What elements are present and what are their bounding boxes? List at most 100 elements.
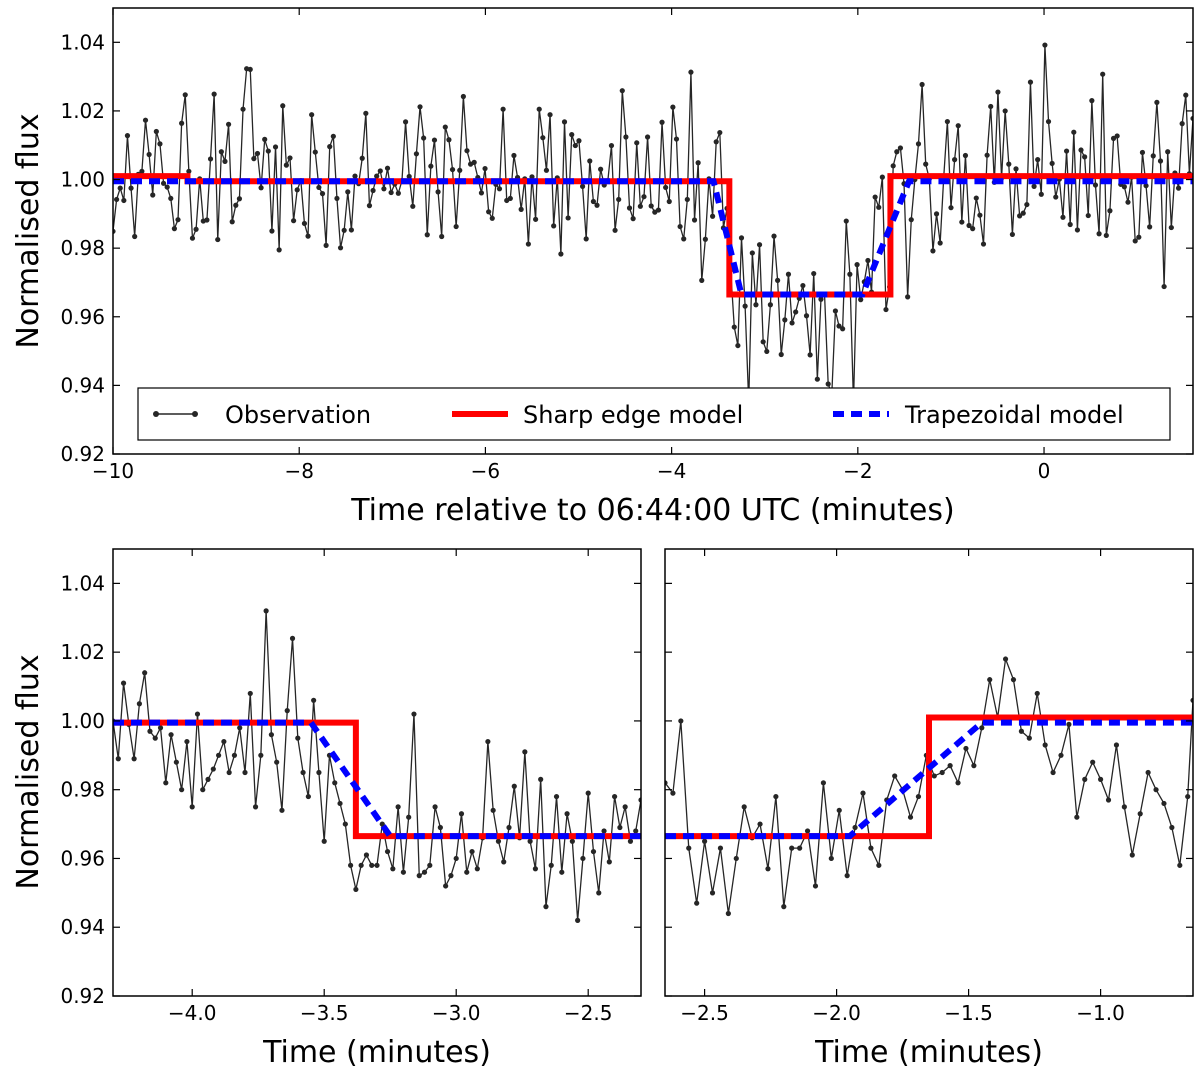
bottom-right-observation-point (1066, 721, 1072, 727)
bottom-right-observation-point (702, 838, 708, 844)
top-observation-point (482, 165, 488, 172)
top-observation-point (160, 180, 167, 186)
bottom-left-observation-point (284, 708, 290, 714)
top-observation-point (919, 81, 925, 88)
bottom-left-observation-point (384, 848, 391, 855)
top-observation-point (847, 271, 853, 277)
bottom-right-observation-point (971, 763, 977, 769)
top-observation-point (742, 303, 748, 309)
top-observation-point (565, 215, 571, 221)
bottom-right-x-axis-label: Time (minutes) (814, 1035, 1043, 1070)
legend-sharp-label: Sharp edge model (523, 401, 743, 429)
top-observation-point (345, 189, 351, 195)
top-observation-point (540, 135, 546, 141)
top-observation-point (424, 232, 430, 238)
bottom-right-observation-point (907, 814, 914, 820)
top-observation-point (359, 155, 365, 161)
top-observation-point (460, 93, 466, 100)
top-observation-point (840, 326, 846, 332)
top-observation-point (218, 149, 224, 155)
top-observation-point (641, 194, 647, 200)
top-observation-point (334, 195, 340, 202)
top-trapezoidal-model-line (113, 178, 1193, 298)
top-observation-point (442, 124, 448, 130)
top-observation-point (1017, 213, 1023, 219)
top-observation-point (533, 216, 539, 222)
bottom-left-observation-point (268, 732, 274, 738)
bottom-left-observation-point (469, 848, 475, 855)
bottom-left-observation-point (295, 735, 301, 741)
bottom-left-observation-point (601, 828, 607, 834)
top-observation-point (121, 197, 127, 204)
bottom-left-x-tick-label: −3.5 (300, 1001, 349, 1025)
bottom-left-observation-point (168, 732, 174, 738)
top-observation-point (1121, 184, 1127, 190)
bottom-left-observation-point (231, 752, 238, 758)
bottom-left-observation-point (263, 608, 269, 614)
bottom-right-observation-point (1121, 804, 1127, 810)
top-observation-point (428, 163, 434, 169)
top-observation-point (551, 223, 557, 229)
top-observation-point (1100, 71, 1106, 77)
bottom-left-observation-point (585, 790, 591, 796)
top-observation-point (1045, 118, 1052, 125)
bottom-right-observation-point (1137, 811, 1143, 817)
top-observation-point (374, 173, 380, 179)
bottom-left-observation-point (332, 780, 338, 786)
bottom-right-observation-point (1074, 814, 1080, 820)
bottom-left-observation-point (194, 711, 201, 717)
bottom-left-plot-lines (113, 608, 641, 923)
top-observation-point (1024, 201, 1030, 208)
panel-bottom-right: −2.5 −2.0 −1.5 −1.0 Time (minutes) (664, 548, 1194, 1070)
top-ticks: −10 −8 −6 −4 −2 0 0.92 0.94 0.96 0.98 1.00 1.02 1.04 (60, 8, 1193, 483)
top-observation-point (995, 89, 1001, 95)
top-observation-point (1089, 98, 1095, 104)
top-observation-point (908, 217, 914, 223)
top-observation-point (171, 226, 177, 232)
bottom-right-observation-point (757, 821, 763, 827)
top-observation-point (1107, 208, 1113, 214)
top-observation-point (663, 184, 669, 191)
bottom-right-observation-point (844, 873, 850, 879)
top-observation-point (1060, 214, 1066, 220)
top-observation-point (937, 240, 943, 246)
top-observation-point (1139, 149, 1146, 156)
top-observation-point (753, 302, 759, 308)
top-observation-point (316, 184, 322, 191)
top-observation-point (128, 185, 134, 191)
top-observation-point (193, 226, 199, 232)
top-observation-point (872, 194, 878, 200)
top-observation-point (905, 294, 911, 300)
top-observation-point (590, 198, 597, 205)
bottom-left-observation-point (142, 670, 148, 676)
top-observation-point (186, 168, 192, 174)
top-observation-point (710, 213, 716, 219)
bottom-right-observation-point (947, 763, 953, 769)
top-observation-point (222, 158, 228, 164)
top-observation-point (272, 144, 279, 150)
top-observation-point (489, 215, 495, 221)
top-observation-point (291, 218, 297, 224)
bottom-right-observation-point (1098, 776, 1104, 782)
bottom-left-observation-point (474, 866, 480, 872)
top-observation-point (890, 163, 896, 169)
top-observation-point (1165, 149, 1171, 155)
bottom-right-plot-lines (665, 656, 1193, 917)
bottom-left-observation-point (353, 886, 359, 893)
top-y-tick-label: 1.04 (60, 30, 105, 54)
panel-top-frame (112, 7, 1194, 455)
top-observation-point (1020, 210, 1026, 216)
top-y-tick-label: 1.02 (60, 99, 105, 123)
top-observation-point (341, 227, 347, 233)
top-observation-point (702, 236, 708, 242)
bottom-right-observation-point (852, 824, 858, 831)
top-observation-point (962, 152, 969, 159)
bottom-right-observation-point (717, 845, 724, 851)
top-observation-point (811, 270, 817, 277)
top-y-tick-label: 0.98 (60, 236, 105, 260)
top-observation-point (832, 308, 839, 314)
top-x-tick-label: −4 (657, 459, 686, 483)
top-observation-point (251, 156, 257, 162)
bottom-left-observation-point (448, 873, 454, 879)
top-observation-point (486, 209, 492, 215)
